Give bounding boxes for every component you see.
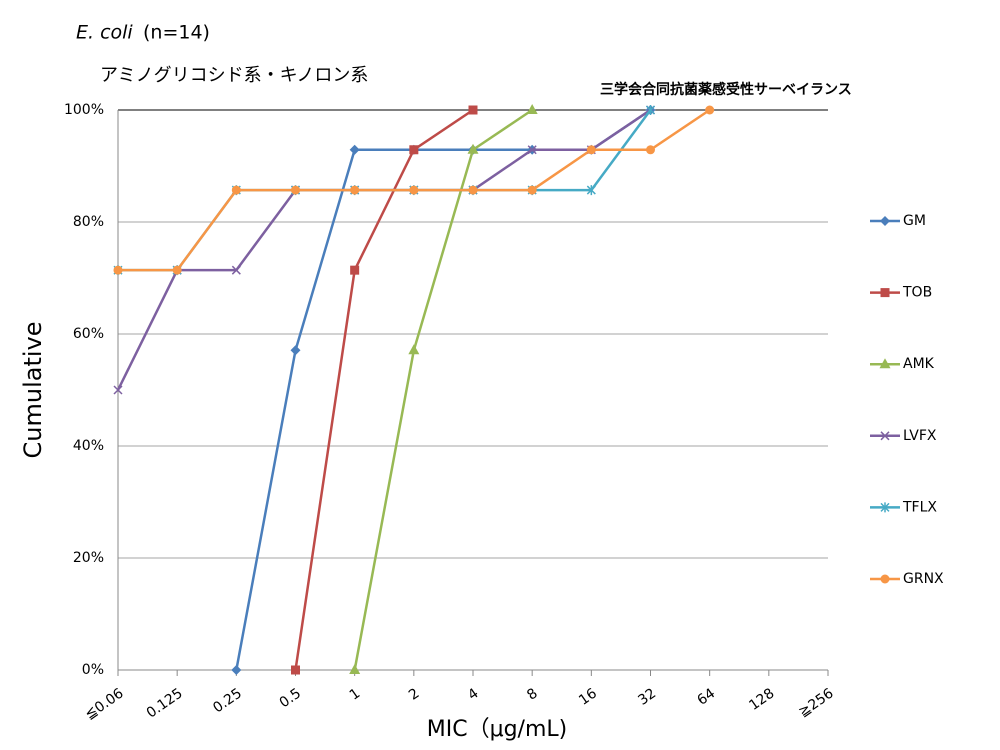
y-tick-label: 0%: [82, 662, 104, 678]
y-tick-label: 100%: [64, 102, 104, 118]
legend-label: GM: [903, 213, 926, 229]
data-point: [705, 105, 715, 115]
x-tick-label: 16: [576, 685, 600, 708]
legend-marker: [879, 358, 891, 369]
data-point: [526, 104, 538, 114]
data-point: [646, 145, 655, 155]
data-point: [349, 144, 360, 155]
x-axis-label: MIC（μg/mL): [427, 717, 567, 742]
x-tick-label: 1: [347, 685, 363, 703]
x-tick-label: 64: [694, 685, 718, 708]
data-point: [409, 185, 419, 195]
legend-label: LVFX: [903, 428, 937, 444]
x-tick-label: 128: [746, 685, 777, 713]
data-point: [291, 665, 300, 675]
data-point: [468, 105, 478, 115]
data-point: [408, 344, 420, 355]
data-point: [231, 265, 241, 275]
annotation: 三学会合同抗菌薬感受性サーベイランス: [600, 81, 852, 98]
count: (n=14): [143, 22, 210, 44]
data-point: [231, 185, 241, 195]
data-point: [527, 185, 537, 195]
data-point: [645, 105, 656, 115]
series-line: [116, 108, 652, 391]
data-point: [350, 265, 360, 275]
data-point: [290, 345, 301, 356]
data-point: [349, 664, 361, 674]
legend-marker: [880, 502, 890, 513]
x-tick-label: 8: [524, 685, 540, 703]
legend-label: TOB: [902, 285, 932, 301]
y-axis-label: Cumulative: [19, 322, 47, 459]
x-tick-label: ≧256: [796, 685, 837, 720]
y-tick-label: 40%: [73, 438, 104, 454]
x-tick-label: 2: [406, 685, 422, 703]
data-point: [113, 265, 123, 275]
data-point: [467, 143, 479, 154]
y-tick-label: 20%: [73, 550, 104, 566]
data-point: [172, 265, 182, 275]
legend-marker: [880, 288, 890, 298]
data-point: [468, 185, 478, 195]
x-tick-label: 32: [635, 685, 659, 708]
data-point: [350, 185, 360, 195]
subtitle: アミノグリコシド系・キノロン系: [100, 65, 368, 86]
data-point: [409, 145, 419, 155]
x-tick-label: ≦0.06: [82, 685, 126, 723]
legend-marker: [880, 574, 890, 584]
x-tick-label: 4: [465, 685, 482, 703]
data-point: [586, 145, 596, 155]
legend-label: TFLX: [902, 499, 937, 515]
data-point: [586, 185, 596, 196]
organism: E. coli: [76, 22, 133, 44]
series-line: [353, 108, 533, 671]
legend-label: GRNX: [903, 571, 944, 587]
data-point: [113, 385, 123, 395]
y-tick-label: 80%: [73, 214, 104, 230]
series-line: [294, 108, 474, 671]
legend-marker: [880, 216, 890, 226]
data-point: [527, 145, 537, 155]
data-point: [291, 185, 300, 195]
y-tick-label: 60%: [73, 326, 104, 342]
x-tick-label: 0.5: [277, 685, 304, 711]
data-point: [231, 665, 242, 675]
x-tick-label: 0.25: [210, 685, 245, 716]
x-tick-label: 0.125: [144, 685, 186, 721]
legend-marker: [880, 431, 890, 441]
legend-label: AMK: [903, 356, 935, 372]
